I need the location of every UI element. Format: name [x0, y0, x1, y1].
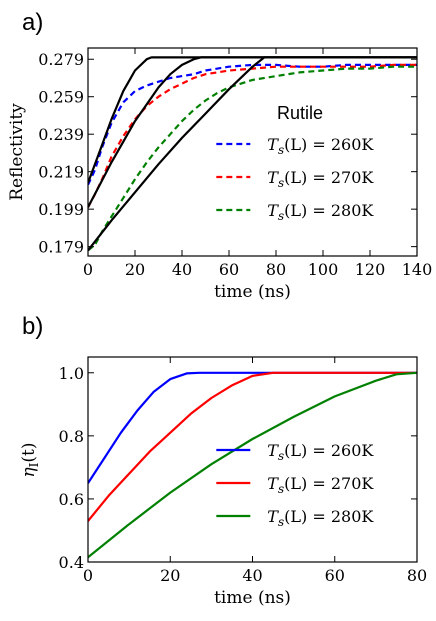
y-tick-label: 0.279: [38, 50, 84, 69]
x-tick-label: 40: [172, 260, 192, 279]
x-tick-label: 80: [407, 566, 427, 585]
x-tick-label: 100: [308, 260, 339, 279]
y-tick-label: 0.239: [38, 125, 84, 144]
x-tick-label: 20: [160, 566, 180, 585]
x-axis-label: time (ns): [214, 282, 291, 302]
legend-label: Ts(L) = 280K: [267, 507, 374, 529]
x-tick-label: 120: [355, 260, 386, 279]
y-tick-label: 1.0: [59, 364, 84, 383]
fit-curve-4: [88, 56, 417, 208]
legend-label: Ts(L) = 280K: [267, 201, 374, 223]
series-line-270k: [88, 371, 417, 522]
rutile-annotation: Rutile: [277, 103, 323, 123]
fit-curve-5: [88, 56, 417, 252]
panel-b-letter: b): [22, 313, 43, 340]
plot-area: [88, 56, 417, 252]
y-tick-label: 0.259: [38, 88, 84, 107]
x-tick-label: 0: [83, 566, 93, 585]
x-tick-label: 60: [325, 566, 345, 585]
series-line-260k: [88, 371, 417, 484]
x-tick-label: 0: [83, 260, 93, 279]
y-tick-label: 0.219: [38, 163, 84, 182]
x-axis-label: time (ns): [214, 588, 291, 608]
plot-area: [88, 371, 417, 559]
panel-a-letter: a): [22, 9, 43, 36]
series-line-280k: [88, 371, 417, 559]
x-tick-label: 140: [402, 260, 433, 279]
plot-frame: [87, 356, 418, 563]
series-line-280k: [88, 65, 417, 252]
y-tick-label: 0.6: [59, 490, 84, 509]
y-tick-label: 0.8: [59, 427, 84, 446]
y-tick-label: 0.199: [38, 200, 84, 219]
series-line-260k: [88, 63, 417, 186]
y-axis-label: ηI(t): [19, 442, 41, 477]
x-tick-label: 80: [266, 260, 286, 279]
legend-label: Ts(L) = 260K: [267, 135, 374, 157]
plot-frame: [87, 47, 418, 257]
x-tick-label: 40: [242, 566, 262, 585]
legend-label: Ts(L) = 270K: [267, 474, 374, 496]
x-tick-label: 20: [125, 260, 145, 279]
y-tick-label: 0.4: [59, 553, 84, 572]
x-tick-label: 60: [219, 260, 239, 279]
panel-a-reflectivity-chart: 0 20 40 60 80 100 120 140 0.179 0.199 0.219 0.239 0.…: [7, 47, 433, 302]
panel-b-eta-chart: 0 20 40 60 80 0.4 0.6 0.8 1.0 time (ns) Ts(L) = 26…: [19, 356, 427, 608]
legend-label: Ts(L) = 270K: [267, 168, 374, 190]
series-line-270k: [88, 63, 417, 208]
y-tick-label: 0.179: [38, 238, 84, 257]
fit-curve-3: [88, 56, 417, 184]
y-axis-label: Reflectivity: [7, 103, 27, 201]
legend-label: Ts(L) = 260K: [267, 441, 374, 463]
